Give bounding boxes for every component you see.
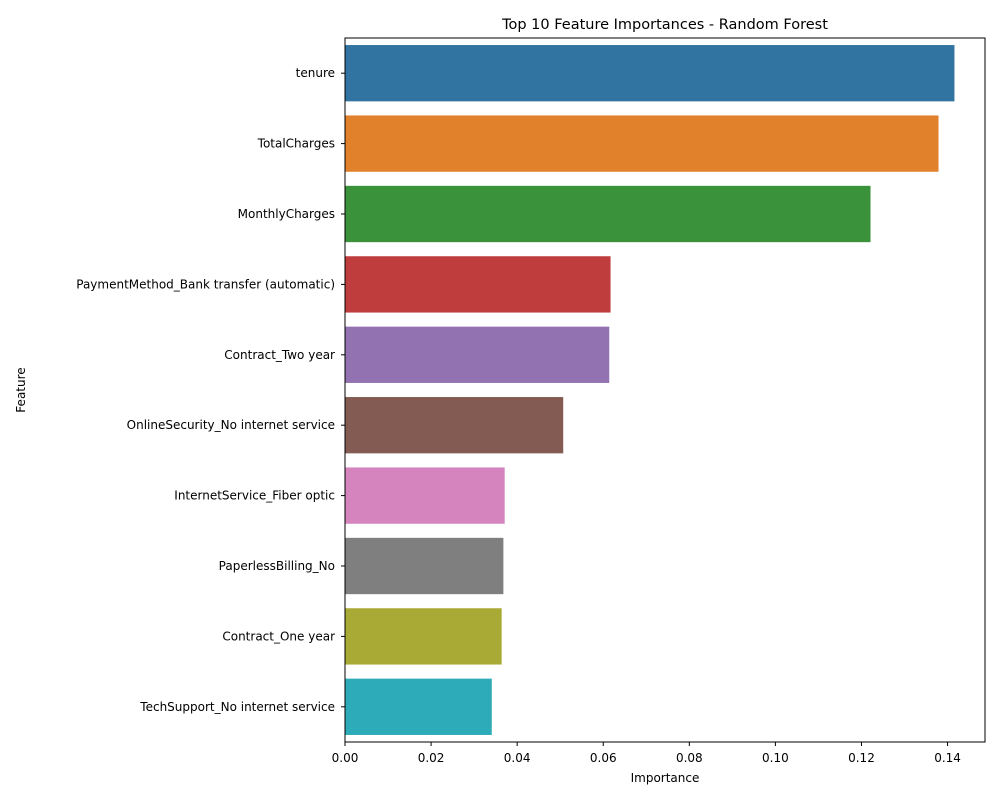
bar	[345, 537, 504, 595]
bar	[345, 256, 611, 313]
chart-title: Top 10 Feature Importances - Random Fore…	[501, 17, 828, 33]
y-tick-label: InternetService_Fiber optic	[174, 489, 335, 503]
x-tick-label: 0.12	[848, 751, 875, 765]
y-tick-label: Contract_One year	[222, 629, 335, 643]
x-tick-label: 0.04	[504, 751, 531, 765]
x-tick-label: 0.10	[762, 751, 789, 765]
y-tick-label: PaymentMethod_Bank transfer (automatic)	[76, 277, 335, 291]
y-tick-label: OnlineSecurity_No internet service	[127, 418, 335, 432]
bar	[345, 608, 502, 665]
y-tick-label: TotalCharges	[257, 137, 335, 151]
y-tick-label: PaperlessBilling_No	[219, 559, 335, 573]
x-tick-label: 0.14	[934, 751, 961, 765]
plot-frame	[344, 37, 986, 743]
x-tick-label: 0.06	[590, 751, 617, 765]
bar	[345, 397, 564, 454]
x-tick-label: 0.02	[418, 751, 445, 765]
x-tick-label: 0.08	[676, 751, 703, 765]
y-tick-label: tenure	[296, 66, 335, 80]
x-axis-ticks: 0.00 0.02 0.04 0.06 0.08 0.10 0.12 0.14	[332, 742, 961, 765]
y-axis-label: Feature	[14, 367, 28, 412]
y-axis-ticks: tenure TotalCharges MonthlyCharges PaymentM…	[76, 66, 345, 714]
bar	[345, 678, 492, 735]
y-tick-label: TechSupport_No internet service	[139, 700, 335, 714]
bar	[345, 185, 871, 243]
bars-layer	[345, 45, 955, 735]
y-tick-label: MonthlyCharges	[238, 207, 335, 221]
bar	[345, 45, 955, 102]
x-axis-label: Importance	[631, 771, 700, 785]
y-tick-label: Contract_Two year	[224, 348, 335, 362]
x-tick-label: 0.00	[332, 751, 359, 765]
bar	[345, 467, 505, 524]
bar	[345, 326, 610, 383]
bar	[345, 115, 939, 172]
